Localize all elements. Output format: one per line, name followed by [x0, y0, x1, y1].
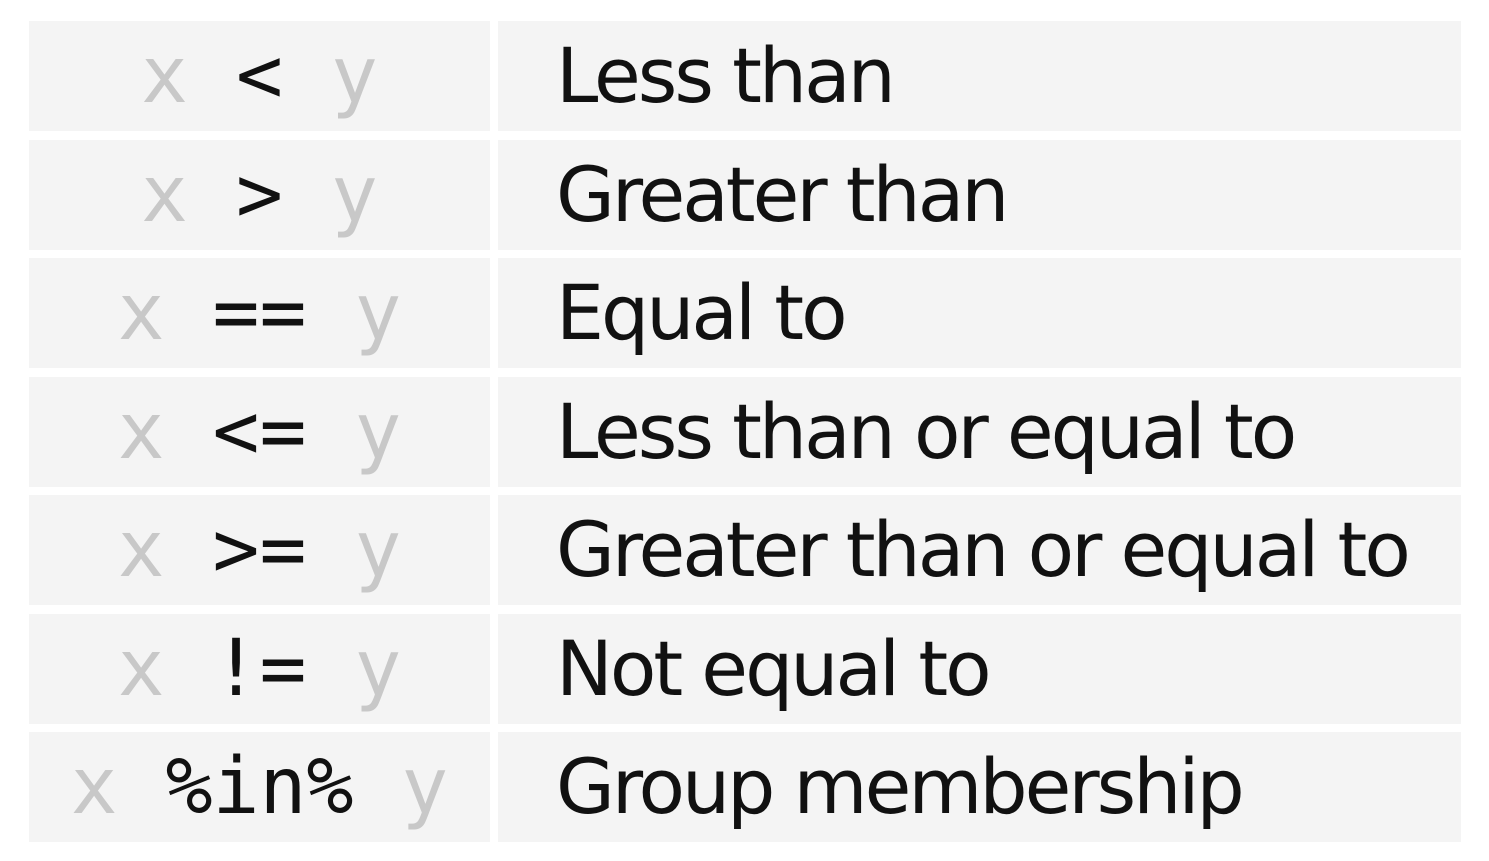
left-operand: x: [141, 31, 189, 121]
description-cell: Less than: [498, 21, 1461, 131]
table-row: x == y Equal to: [29, 258, 1461, 368]
table-row: x <= y Less than or equal to: [29, 376, 1461, 487]
description-cell: Greater than: [498, 139, 1461, 250]
table-row: x > y Greater than: [29, 139, 1461, 250]
table-row: x != y Not equal to: [29, 613, 1461, 724]
description-cell: Greater than or equal to: [498, 495, 1461, 605]
operator-symbol: %in%: [165, 742, 354, 832]
table-row: x >= y Greater than or equal to: [29, 495, 1461, 605]
table-row: x %in% y Group membership: [29, 732, 1461, 842]
left-operand: x: [117, 268, 165, 358]
table-row: x < y Less than: [29, 21, 1461, 131]
description-cell: Equal to: [498, 258, 1461, 368]
operator-symbol: ==: [212, 268, 307, 358]
operator-symbol: >=: [212, 505, 307, 595]
right-operand: y: [330, 149, 378, 240]
right-operand: y: [401, 742, 449, 832]
comparison-operators-table: x < y Less than x > y Greater than x == y Equa…: [29, 21, 1461, 842]
description-cell: Group membership: [498, 732, 1461, 842]
expression-cell: x > y: [29, 139, 490, 250]
operator-symbol: >: [236, 149, 283, 240]
left-operand: x: [117, 623, 165, 714]
right-operand: y: [330, 31, 378, 121]
expression-cell: x != y: [29, 613, 490, 724]
operator-symbol: !=: [212, 623, 307, 714]
left-operand: x: [141, 149, 189, 240]
right-operand: y: [354, 505, 402, 595]
expression-cell: x <= y: [29, 376, 490, 487]
expression-cell: x %in% y: [29, 732, 490, 842]
expression-cell: x == y: [29, 258, 490, 368]
description-cell: Less than or equal to: [498, 376, 1461, 487]
right-operand: y: [354, 623, 402, 714]
left-operand: x: [117, 505, 165, 595]
description-cell: Not equal to: [498, 613, 1461, 724]
left-operand: x: [117, 386, 165, 477]
operator-symbol: <: [236, 31, 283, 121]
right-operand: y: [354, 268, 402, 358]
expression-cell: x < y: [29, 21, 490, 131]
operator-symbol: <=: [212, 386, 307, 477]
expression-cell: x >= y: [29, 495, 490, 605]
left-operand: x: [70, 742, 118, 832]
right-operand: y: [354, 386, 402, 477]
